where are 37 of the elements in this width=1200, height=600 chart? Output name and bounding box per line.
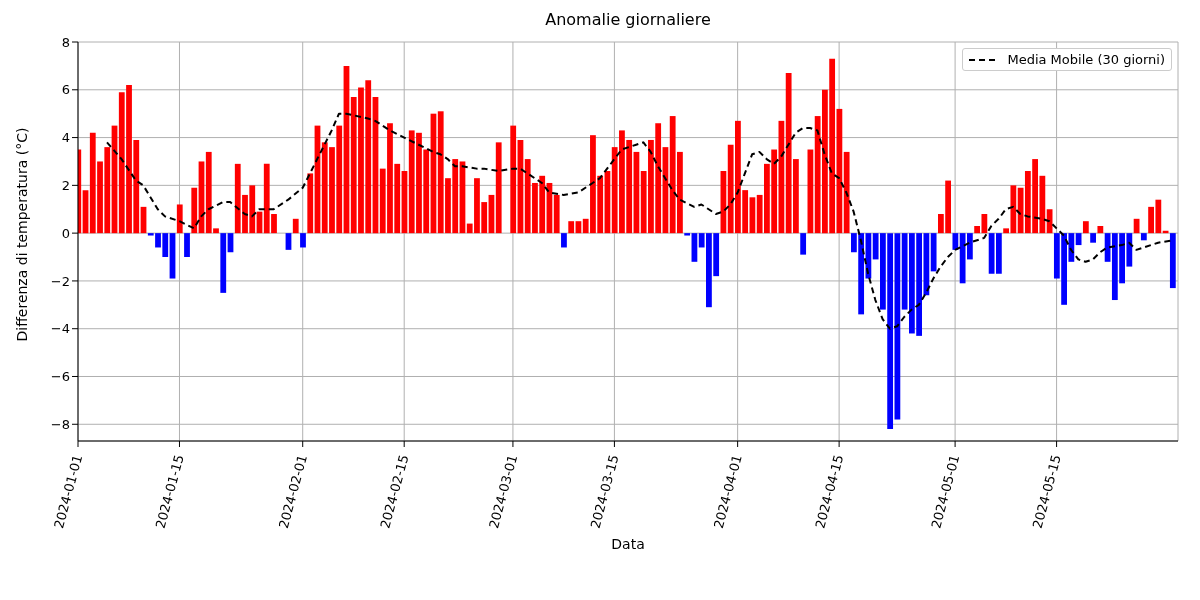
bar: [553, 194, 560, 234]
bar: [191, 187, 198, 234]
bar: [176, 204, 183, 234]
bar: [843, 151, 850, 234]
bar: [1075, 233, 1082, 246]
y-tick-label: 4: [61, 130, 70, 146]
bar: [1090, 233, 1096, 243]
y-tick-label: 8: [61, 34, 70, 50]
bar: [561, 233, 567, 248]
bar: [800, 233, 807, 255]
y-tick-label: 0: [61, 225, 70, 241]
y-axis-title: Differenza di temperatura (°C): [13, 127, 30, 342]
bar: [307, 173, 314, 234]
bar: [495, 142, 502, 234]
chart-title: Anomalie giornaliere: [544, 9, 712, 31]
y-tick-label: 6: [61, 82, 70, 98]
x-axis-title: Data: [611, 536, 645, 552]
bar: [952, 233, 959, 250]
bar: [684, 233, 691, 236]
y-tick-label: −6: [50, 369, 70, 385]
bar: [1169, 233, 1176, 289]
y-tick-label: −2: [50, 273, 70, 289]
bar: [184, 233, 190, 258]
y-tick-label: −4: [50, 321, 70, 337]
legend-label: Media Mobile (30 giorni): [1007, 52, 1165, 67]
bar: [568, 221, 575, 234]
bar: [220, 233, 227, 293]
y-tick-label: −8: [50, 416, 70, 432]
bar: [300, 233, 306, 248]
bar: [1082, 221, 1089, 234]
bar: [1097, 225, 1104, 234]
bar: [292, 218, 299, 234]
y-tick-label: 2: [61, 177, 70, 193]
bar: [930, 233, 937, 272]
bar: [1140, 233, 1147, 241]
bar: [1046, 209, 1053, 234]
bar: [510, 125, 517, 234]
